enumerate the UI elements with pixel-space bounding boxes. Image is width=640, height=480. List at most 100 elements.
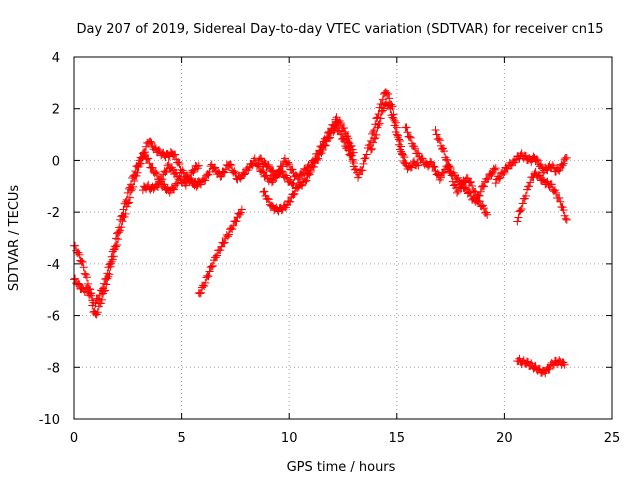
- data-point: [443, 156, 452, 165]
- data-point: [280, 201, 289, 210]
- data-point: [445, 167, 454, 176]
- data-point: [123, 188, 132, 197]
- data-point: [463, 174, 472, 183]
- data-point: [558, 161, 567, 170]
- data-point: [174, 158, 183, 167]
- data-point: [396, 136, 405, 145]
- data-point: [260, 157, 269, 166]
- data-point: [533, 172, 542, 181]
- data-point: [256, 154, 265, 163]
- data-point: [538, 164, 547, 173]
- data-point: [378, 95, 387, 104]
- data-point: [219, 239, 228, 248]
- y-tick-label: -6: [47, 310, 60, 325]
- data-point: [97, 286, 106, 295]
- data-point: [301, 177, 310, 186]
- data-point: [332, 113, 341, 122]
- data-point: [144, 154, 153, 163]
- data-point: [342, 144, 351, 153]
- data-point: [117, 212, 126, 221]
- data-point: [501, 163, 510, 172]
- data-point: [86, 289, 95, 298]
- data-point: [120, 199, 129, 208]
- data-point: [332, 121, 341, 130]
- data-point: [204, 272, 213, 281]
- data-point: [548, 361, 557, 370]
- data-point: [115, 223, 124, 232]
- data-point: [320, 140, 329, 149]
- data-point: [372, 130, 381, 139]
- data-point: [351, 165, 360, 174]
- data-point: [245, 163, 254, 172]
- data-point: [369, 138, 378, 147]
- data-point: [259, 187, 268, 196]
- data-point: [366, 145, 375, 154]
- data-point: [224, 230, 233, 239]
- data-point: [393, 133, 402, 142]
- data-point: [145, 159, 154, 168]
- data-point: [151, 168, 160, 177]
- data-point: [103, 269, 112, 278]
- data-point: [105, 270, 114, 279]
- data-point: [309, 162, 318, 171]
- data-point: [525, 182, 534, 191]
- series-trace-h: [259, 121, 358, 216]
- data-point: [479, 204, 488, 213]
- data-point: [370, 134, 379, 143]
- data-point: [136, 153, 145, 162]
- data-point: [149, 185, 158, 194]
- data-point: [532, 155, 541, 164]
- data-point: [201, 278, 210, 287]
- data-point: [483, 210, 492, 219]
- data-point: [275, 166, 284, 175]
- data-point: [538, 368, 547, 377]
- data-point: [484, 174, 493, 183]
- data-point: [91, 299, 100, 308]
- data-point: [514, 213, 523, 222]
- data-point: [431, 126, 440, 135]
- data-point: [368, 129, 377, 138]
- data-point: [447, 171, 456, 180]
- y-tick-label: 4: [52, 51, 60, 66]
- data-point: [373, 113, 382, 122]
- data-point: [448, 170, 457, 179]
- data-point: [526, 178, 535, 187]
- data-point: [208, 261, 217, 270]
- data-point: [382, 88, 391, 97]
- y-tick-label: -10: [39, 413, 60, 428]
- data-point: [255, 155, 264, 164]
- data-point: [205, 267, 214, 276]
- data-point: [267, 178, 276, 187]
- data-point: [333, 117, 342, 126]
- data-point: [406, 133, 415, 142]
- data-point: [283, 173, 292, 182]
- data-point: [499, 170, 508, 179]
- data-point: [450, 180, 459, 189]
- data-point: [102, 274, 111, 283]
- data-point: [210, 163, 219, 172]
- data-point: [316, 147, 325, 156]
- y-tick-label: -8: [47, 361, 60, 376]
- data-point: [533, 156, 542, 165]
- data-point: [277, 206, 286, 215]
- data-point: [359, 159, 368, 168]
- series-trace-j: [366, 99, 423, 173]
- data-point: [542, 178, 551, 187]
- data-point: [562, 153, 571, 162]
- data-point: [156, 147, 165, 156]
- y-tick-label: 0: [52, 154, 60, 169]
- data-point: [554, 165, 563, 174]
- data-point: [202, 171, 211, 180]
- data-point: [269, 202, 278, 211]
- data-point: [530, 363, 539, 372]
- data-point: [220, 168, 229, 177]
- series-trace-c: [91, 150, 203, 308]
- data-point: [336, 130, 345, 139]
- data-point: [129, 172, 138, 181]
- data-point: [442, 155, 451, 164]
- data-point: [341, 129, 350, 138]
- data-point: [385, 94, 394, 103]
- data-point: [346, 150, 355, 159]
- data-point: [164, 152, 173, 161]
- data-point: [336, 119, 345, 128]
